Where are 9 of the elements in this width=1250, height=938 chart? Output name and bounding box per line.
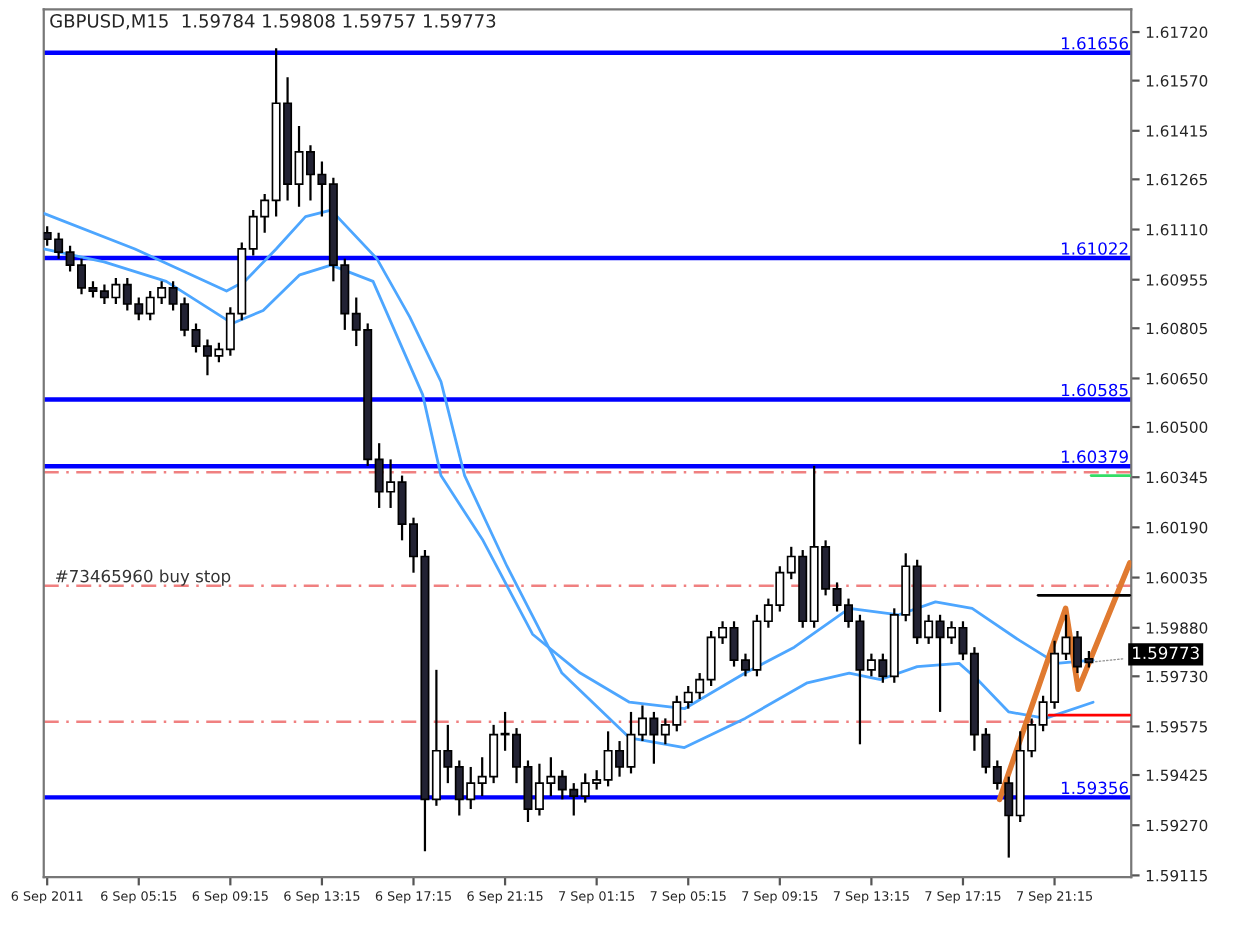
line-series [996,560,1132,803]
ref-line-label: 1.59356 [1061,781,1128,795]
chart-title: GBPUSD,M15 1.59784 1.59808 1.59757 1.59773 [50,14,496,30]
ref-line-label: 1.60585 [1061,383,1128,397]
ref-line-label: 1.60379 [1061,450,1128,463]
annotation: 1.59773 [1133,646,1199,660]
ref-line-label: 1.61022 [1061,242,1128,255]
ref-line-label: 1.61656 [1061,36,1128,50]
ref-line-label: #73465960 buy stop [56,569,231,586]
